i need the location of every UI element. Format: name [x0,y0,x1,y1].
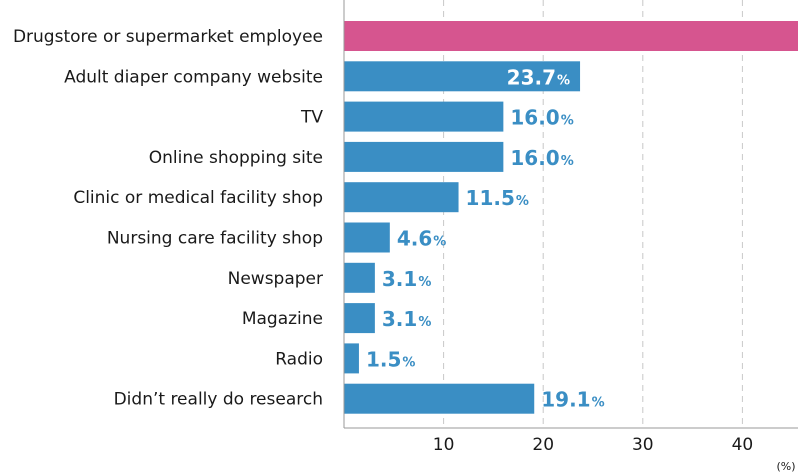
value-number: 3.1 [382,307,417,331]
value-label: 3.1% [382,307,431,331]
value-label: 3.1% [382,267,431,291]
value-percent-sign: % [516,194,529,209]
bar [344,343,359,374]
value-percent-sign: % [418,315,431,330]
category-label: Online shopping site [149,148,323,168]
category-label: Nursing care facility shop [107,229,323,249]
x-tick-label: 30 [632,435,654,455]
category-label: TV [300,108,323,128]
value-number: 23.7 [507,65,556,89]
value-label: 4.6% [397,227,446,251]
x-tick-label: 40 [732,435,754,455]
bar [344,222,390,253]
value-percent-sign: % [561,154,574,169]
value-number: 1.5 [366,347,401,371]
value-label: 16.0% [510,106,573,130]
value-number: 3.1 [382,267,417,291]
value-number: 11.5 [466,186,515,210]
value-labels: 64.1%23.7%16.0%16.0%11.5%4.6%3.1%3.1%1.5… [366,65,605,412]
bar [344,61,581,92]
bar [344,303,375,334]
bar [344,21,798,51]
value-label: 1.5% [366,347,415,371]
category-label: Clinic or medical facility shop [73,188,323,208]
value-number: 4.6 [397,227,432,251]
value-label: 16.0% [510,146,573,170]
bar [344,262,375,293]
value-percent-sign: % [433,235,446,250]
bar [344,383,535,414]
value-percent-sign: % [557,73,570,88]
category-label: Drugstore or supermarket employee [13,27,323,47]
value-label: 23.7% [507,65,570,89]
category-label: Adult diaper company website [64,67,323,87]
value-number: 16.0 [510,146,559,170]
value-percent-sign: % [592,396,605,411]
category-label: Newspaper [228,269,323,289]
category-labels: Drugstore or supermarket employee Adult d… [13,27,323,410]
x-axis: 10203040506070 [343,0,798,455]
value-percent-sign: % [561,114,574,129]
category-label: Magazine [242,309,323,329]
category-label: Radio [275,349,323,369]
value-label: 19.1% [541,388,604,412]
value-number: 16.0 [510,106,559,130]
value-label: 11.5% [466,186,529,210]
x-axis-unit: (%) [776,460,795,473]
bars [344,21,798,414]
x-tick-label: 10 [433,435,455,455]
x-tick-label: 20 [532,435,554,455]
value-percent-sign: % [402,355,415,370]
value-number: 19.1 [541,388,590,412]
bar [344,182,459,213]
value-percent-sign: % [418,275,431,290]
category-label: Didn’t really do research [114,390,323,410]
bar [344,141,504,172]
bar [344,101,504,132]
